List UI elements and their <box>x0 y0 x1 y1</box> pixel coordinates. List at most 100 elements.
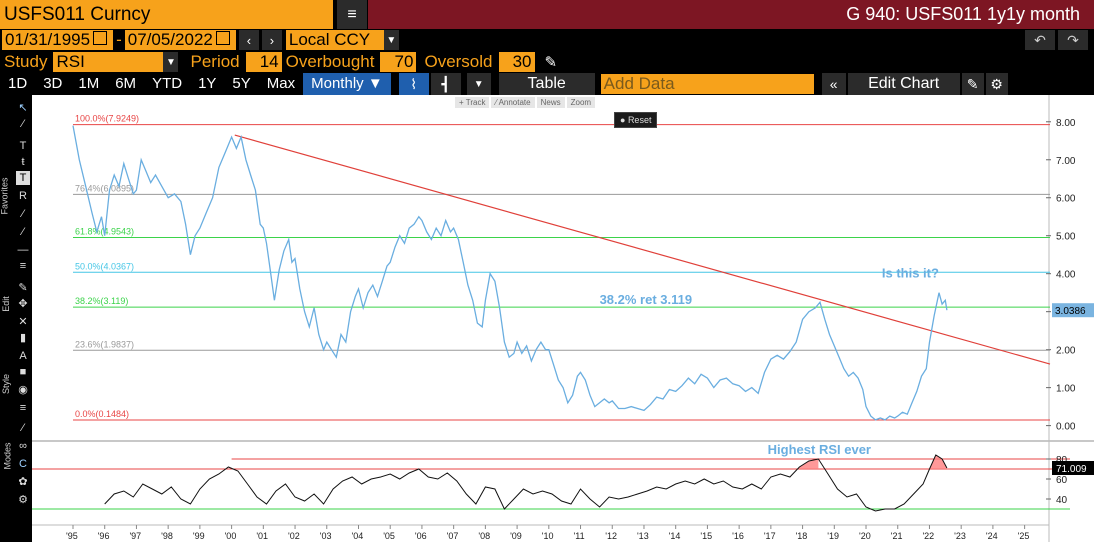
chart-annotation: 38.2% ret 3.119 <box>600 292 693 307</box>
draw-line-icon[interactable]: ⁄ <box>22 118 24 130</box>
title-row: USFS011 Curncy ≡ G 940: USFS011 1y1y mon… <box>0 0 1094 29</box>
next-arrow-icon[interactable]: › <box>261 30 282 50</box>
x-tick-label: '03 <box>320 531 332 541</box>
x-tick-label: '24 <box>986 531 998 541</box>
favorites-label: Favorites <box>0 177 10 215</box>
end-date-value: 07/05/2022 <box>127 30 213 49</box>
y-tick-label: 8.00 <box>1056 118 1076 129</box>
annotate-button[interactable]: ⁄ Annotate <box>491 97 535 108</box>
x-axis: '95 '96 '97 '98 '99 '00 '01 '02 '03 '04 '05 '06 '07 '… <box>32 524 1049 541</box>
zoom-button[interactable]: Zoom <box>566 97 596 108</box>
frequency-select[interactable]: Monthly ▼ <box>303 73 391 95</box>
pointer-icon[interactable]: ↖ <box>18 102 28 114</box>
ruler-icon[interactable]: ⁄ <box>22 422 24 434</box>
study-dropdown-icon[interactable]: ▼ <box>163 52 179 72</box>
x-tick-label: '97 <box>129 531 141 541</box>
news-button[interactable]: News <box>536 97 565 108</box>
tf-6m[interactable]: 6M <box>115 75 137 92</box>
color-dots-icon[interactable]: ✿ <box>18 476 28 488</box>
period-field[interactable]: 14 <box>245 52 282 72</box>
currency-dropdown-icon[interactable]: ▼ <box>383 30 399 50</box>
crosshair-icon[interactable]: C <box>19 458 27 470</box>
line-chart-icon[interactable]: ⌇ <box>398 73 429 95</box>
text-tool-icon[interactable]: T <box>19 140 27 152</box>
study-select[interactable]: RSI <box>53 52 164 72</box>
ray-icon[interactable]: ⁄ <box>22 208 24 220</box>
chart-annotation: Is this it? <box>882 265 939 280</box>
bar-chart-icon[interactable]: ┫ <box>430 73 461 95</box>
eraser-icon[interactable]: ✕ <box>18 316 28 328</box>
oversold-field[interactable]: 30 <box>498 52 535 72</box>
price-series-line <box>72 125 948 421</box>
segment-icon[interactable]: ⁄ <box>22 226 24 238</box>
x-tick-label: '09 <box>510 531 522 541</box>
fill-icon[interactable]: ■ <box>19 366 27 378</box>
start-date-field[interactable]: 01/31/1995 <box>2 30 114 50</box>
track-button[interactable]: + Track <box>455 97 490 108</box>
link-icon[interactable]: ∞ <box>19 440 27 452</box>
ticker-field[interactable]: USFS011 Curncy <box>0 0 333 29</box>
tf-1y[interactable]: 1Y <box>198 75 217 92</box>
tf-5y[interactable]: 5Y <box>232 75 251 92</box>
end-date-field[interactable]: 07/05/2022 <box>124 30 236 50</box>
trash-icon[interactable]: ▮ <box>19 332 27 344</box>
x-tick-label: '04 <box>351 531 363 541</box>
x-tick-label: '14 <box>669 531 681 541</box>
prev-arrow-icon[interactable]: ‹ <box>238 30 259 50</box>
current-value-tag <box>1052 303 1094 318</box>
reset-button[interactable]: ● Reset <box>614 112 658 128</box>
tf-1d[interactable]: 1D <box>8 75 28 92</box>
redo-icon[interactable]: ↷ <box>1058 30 1088 50</box>
line-style-icon[interactable]: ≡ <box>19 402 27 414</box>
overbought-field[interactable]: 70 <box>380 52 417 72</box>
calendar-icon[interactable] <box>215 31 230 45</box>
fib-icon[interactable]: ≡ <box>19 260 27 272</box>
x-tick-label: '07 <box>447 531 459 541</box>
gear-icon[interactable]: ⚙ <box>985 73 1008 95</box>
chart-background <box>32 95 1094 542</box>
start-date-value: 01/31/1995 <box>5 30 91 49</box>
chart-canvas[interactable]: 0.001.002.003.004.005.006.007.008.00100.… <box>32 95 1094 542</box>
fib-level-label: 0.0%(0.1484) <box>75 409 129 419</box>
table-button[interactable]: Table <box>498 73 595 95</box>
rsi-overbought-fill <box>799 459 819 469</box>
x-tick-label: '99 <box>193 531 205 541</box>
annotation-icon[interactable]: T <box>16 171 30 185</box>
pencil-icon[interactable]: ✎ <box>544 54 558 71</box>
font-icon[interactable]: A <box>19 350 27 362</box>
style-label: Style <box>1 373 12 395</box>
edit-chart-button[interactable]: Edit Chart <box>847 73 960 95</box>
calendar-icon[interactable] <box>93 31 108 45</box>
period-label: Period <box>190 52 240 71</box>
settings-icon[interactable]: ⚙ <box>18 494 28 506</box>
add-data-input[interactable]: Add Data <box>600 74 814 94</box>
x-tick-label: '20 <box>859 531 871 541</box>
tf-3d[interactable]: 3D <box>43 75 63 92</box>
pen-icon[interactable]: ✎ <box>18 282 28 294</box>
rsi-tick-label: 80 <box>1056 455 1068 466</box>
tf-1m[interactable]: 1M <box>78 75 100 92</box>
tf-ytd[interactable]: YTD <box>152 75 183 92</box>
text-size-icon[interactable]: ŧ <box>21 156 25 168</box>
chart-type-dropdown-icon[interactable]: ▼ <box>466 73 491 95</box>
horizontal-line-icon[interactable]: — <box>17 244 29 256</box>
oversold-label: Oversold <box>424 52 493 71</box>
x-tick-label: '95 <box>66 531 78 541</box>
palette-icon[interactable]: ◉ <box>18 384 28 396</box>
collapse-icon[interactable]: « <box>821 73 846 95</box>
edit-icon[interactable]: ✎ <box>961 73 984 95</box>
x-tick-label: '96 <box>98 531 110 541</box>
y-tick-label: 0.00 <box>1056 422 1076 433</box>
undo-icon[interactable]: ↶ <box>1025 30 1055 50</box>
currency-select[interactable]: Local CCY <box>285 30 384 50</box>
fib-level-label: 100.0%(7.9249) <box>75 114 139 124</box>
fib-level-label: 50.0%(4.0367) <box>75 261 134 271</box>
rsi-annotation: Highest RSI ever <box>768 442 871 457</box>
study-row: Study RSI ▼ Period 14 Overbought 70 Over… <box>0 51 1094 73</box>
date-separator: - <box>116 30 122 49</box>
ratio-icon[interactable]: R <box>19 190 27 202</box>
move-icon[interactable]: ✥ <box>18 298 28 310</box>
tf-max[interactable]: Max <box>266 75 296 92</box>
x-tick-label: '13 <box>637 531 649 541</box>
menu-dropdown-icon[interactable]: ≡ <box>337 0 367 29</box>
